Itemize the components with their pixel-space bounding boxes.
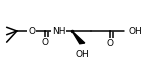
Text: OH: OH	[129, 26, 142, 36]
Text: O: O	[107, 39, 114, 48]
Text: O: O	[41, 38, 48, 47]
Text: O: O	[28, 26, 35, 36]
Text: OH: OH	[75, 50, 89, 59]
Polygon shape	[72, 31, 85, 44]
Text: NH: NH	[52, 26, 66, 36]
